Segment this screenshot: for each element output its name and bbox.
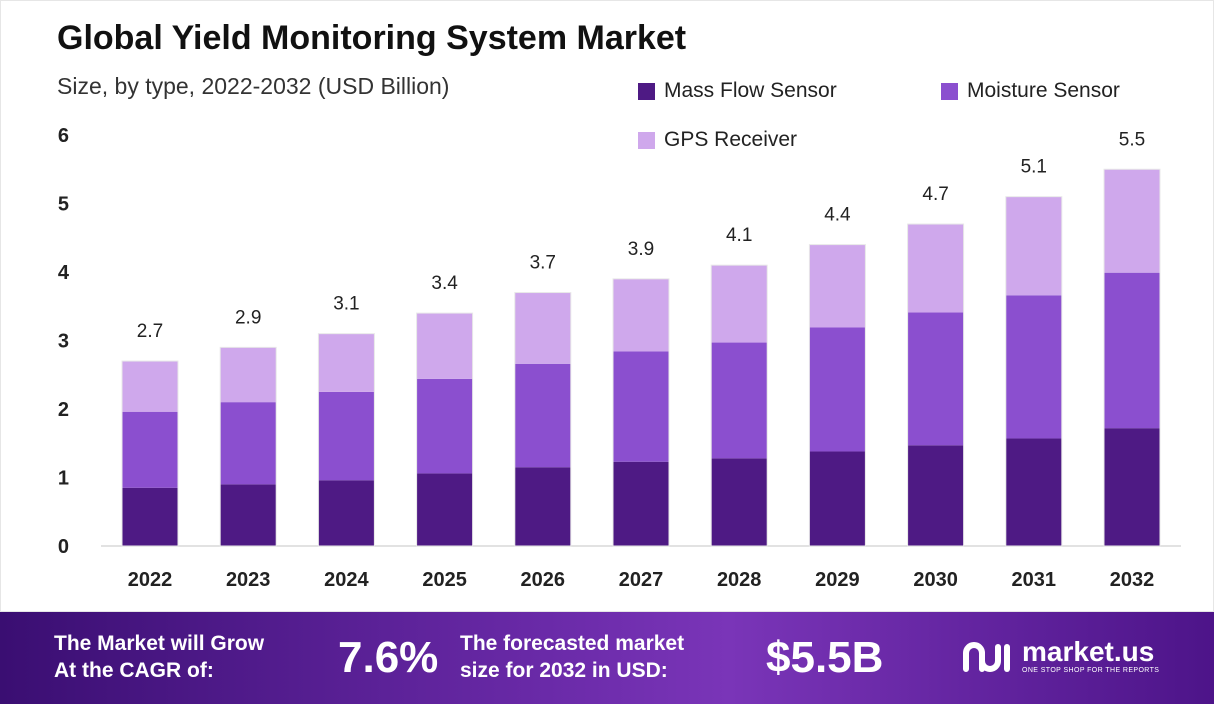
bar-gps-receiver-2022 xyxy=(122,361,178,412)
bar-outline-2030 xyxy=(907,223,965,547)
legend-item-gps-receiver: GPS Receiver xyxy=(638,128,797,152)
market-us-logo-icon xyxy=(963,641,1010,672)
x-tick-label-2026: 2026 xyxy=(521,569,566,591)
y-tick-label-2: 2 xyxy=(58,399,69,421)
bar-mass-flow-sensor-2032 xyxy=(1104,428,1160,546)
bar-outline-2022 xyxy=(121,360,179,547)
x-tick-label-2029: 2029 xyxy=(815,569,860,591)
x-tick-label-2030: 2030 xyxy=(913,569,958,591)
bar-gps-receiver-2030 xyxy=(907,224,964,313)
x-tick-label-2023: 2023 xyxy=(226,569,271,591)
y-tick-label-5: 5 xyxy=(58,194,69,216)
total-label-2027: 3.9 xyxy=(628,239,654,260)
bar-moisture-sensor-2022 xyxy=(122,411,178,488)
bar-gps-receiver-2026 xyxy=(514,292,571,364)
bar-mass-flow-sensor-2023 xyxy=(220,484,277,546)
x-tick-label-2028: 2028 xyxy=(717,569,762,591)
bar-moisture-sensor-2031 xyxy=(1005,295,1062,439)
logo-name: market.us xyxy=(1022,636,1155,667)
stacked-bar-chart: 0 1 2 3 4 5 6 2.7 2022 2.9 2023 3.1 2024 3.4 2025 3.7 20… xyxy=(58,125,1181,591)
legend-swatch-moisture-sensor xyxy=(941,82,958,100)
bar-outline-2028 xyxy=(710,264,768,547)
chart-panel: Global Yield Monitoring System Market Si… xyxy=(0,0,1214,612)
bar-gps-receiver-2028 xyxy=(711,265,768,343)
bar-mass-flow-sensor-2025 xyxy=(416,473,473,546)
total-label-2025: 3.4 xyxy=(431,273,458,294)
logo-tagline: ONE STOP SHOP FOR THE REPORTS xyxy=(1022,667,1160,674)
total-label-2032: 5.5 xyxy=(1119,129,1145,150)
x-tick-label-2024: 2024 xyxy=(324,569,369,591)
y-tick-label-4: 4 xyxy=(58,262,70,284)
bar-mass-flow-sensor-2028 xyxy=(711,458,768,546)
bar-moisture-sensor-2030 xyxy=(907,312,964,446)
bar-moisture-sensor-2029 xyxy=(809,327,866,452)
bar-moisture-sensor-2032 xyxy=(1104,272,1160,429)
bar-gps-receiver-2032 xyxy=(1104,169,1160,273)
legend-item-mass-flow-sensor: Mass Flow Sensor xyxy=(638,79,837,103)
summary-banner: The Market will Grow At the CAGR of: 7.6… xyxy=(0,612,1214,704)
bar-outline-2026 xyxy=(514,292,572,547)
bar-moisture-sensor-2026 xyxy=(514,363,571,468)
bar-outline-2024 xyxy=(317,333,375,547)
forecast-label: The forecasted market size for 2032 in U… xyxy=(460,632,685,682)
bar-gps-receiver-2023 xyxy=(220,347,277,403)
legend-item-moisture-sensor: Moisture Sensor xyxy=(941,79,1120,103)
cagr-value: 7.6% xyxy=(338,633,439,682)
legend-label-moisture-sensor: Moisture Sensor xyxy=(967,79,1120,102)
bar-outline-2029 xyxy=(808,244,866,547)
bar-mass-flow-sensor-2026 xyxy=(514,467,571,546)
bar-outline-2032 xyxy=(1103,168,1161,547)
chart-title: Global Yield Monitoring System Market xyxy=(57,19,687,57)
cagr-label: The Market will Grow At the CAGR of: xyxy=(54,632,265,682)
legend-label-mass-flow-sensor: Mass Flow Sensor xyxy=(664,79,837,102)
bar-moisture-sensor-2028 xyxy=(711,342,768,459)
legend-label-gps-receiver: GPS Receiver xyxy=(664,128,798,151)
bar-gps-receiver-2025 xyxy=(416,313,473,379)
bar-outline-2025 xyxy=(416,312,474,547)
bar-outline-2027 xyxy=(612,278,670,547)
x-tick-label-2032: 2032 xyxy=(1110,569,1155,591)
bar-outline-2031 xyxy=(1005,196,1063,547)
total-label-2022: 2.7 xyxy=(137,321,163,342)
x-tick-label-2022: 2022 xyxy=(128,569,173,591)
bar-mass-flow-sensor-2027 xyxy=(613,461,669,546)
bar-moisture-sensor-2024 xyxy=(318,391,375,481)
bar-gps-receiver-2024 xyxy=(318,333,375,392)
bar-outline-2023 xyxy=(219,346,277,547)
bar-mass-flow-sensor-2031 xyxy=(1005,438,1062,546)
chart-subtitle: Size, by type, 2022-2032 (USD Billion) xyxy=(57,73,450,99)
total-label-2031: 5.1 xyxy=(1021,157,1047,178)
total-label-2029: 4.4 xyxy=(824,205,851,226)
legend-swatch-gps-receiver xyxy=(638,131,655,149)
x-tick-label-2025: 2025 xyxy=(422,569,467,591)
total-label-2023: 2.9 xyxy=(235,307,261,328)
legend-swatch-mass-flow-sensor xyxy=(638,82,655,100)
bar-moisture-sensor-2025 xyxy=(416,378,473,474)
forecast-value: $5.5B xyxy=(766,633,884,682)
total-label-2026: 3.7 xyxy=(530,253,556,274)
y-tick-label-0: 0 xyxy=(58,536,69,558)
bar-gps-receiver-2027 xyxy=(613,278,669,352)
total-label-2028: 4.1 xyxy=(726,225,752,246)
total-label-2024: 3.1 xyxy=(333,294,359,315)
bar-mass-flow-sensor-2024 xyxy=(318,480,375,546)
bar-moisture-sensor-2027 xyxy=(613,351,669,462)
y-tick-label-3: 3 xyxy=(58,331,69,353)
bar-mass-flow-sensor-2029 xyxy=(809,451,866,546)
market-us-logo: market.us ONE STOP SHOP FOR THE REPORTS xyxy=(962,638,1159,675)
x-tick-label-2031: 2031 xyxy=(1012,569,1057,591)
x-tick-label-2027: 2027 xyxy=(619,569,664,591)
bar-mass-flow-sensor-2022 xyxy=(122,487,178,546)
bar-gps-receiver-2031 xyxy=(1005,196,1062,296)
y-tick-label-1: 1 xyxy=(58,468,69,490)
bar-gps-receiver-2029 xyxy=(809,244,866,328)
bar-moisture-sensor-2023 xyxy=(220,402,277,485)
bar-mass-flow-sensor-2030 xyxy=(907,445,964,546)
total-label-2030: 4.7 xyxy=(922,184,948,205)
y-tick-label-6: 6 xyxy=(58,125,69,147)
